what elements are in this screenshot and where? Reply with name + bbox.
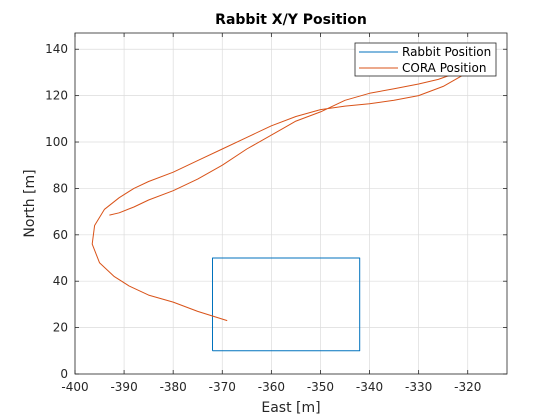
legend-label: CORA Position xyxy=(402,61,486,75)
y-tick-label: 100 xyxy=(45,135,68,149)
series-line-cora-position xyxy=(91,65,478,322)
plot-layer xyxy=(91,65,478,352)
legend-box xyxy=(354,42,497,77)
x-tick-label: -340 xyxy=(356,380,383,394)
y-tick-label: 60 xyxy=(53,228,68,242)
x-tick-label: -350 xyxy=(307,380,334,394)
axes-box xyxy=(74,32,508,375)
y-axis-label: North [m] xyxy=(22,169,38,237)
legend: Rabbit Position CORA Position xyxy=(354,42,497,77)
x-tick-label: -390 xyxy=(110,380,137,394)
y-tick-label: 140 xyxy=(45,42,68,56)
series-line-rabbit-position xyxy=(212,257,361,352)
y-tick-label: 0 xyxy=(60,367,68,381)
x-tick-label: -380 xyxy=(160,380,187,394)
legend-label: Rabbit Position xyxy=(402,45,491,59)
chart-title: Rabbit X/Y Position xyxy=(215,12,367,28)
x-tick-label: -360 xyxy=(258,380,285,394)
x-tick-label: -370 xyxy=(209,380,236,394)
y-tick-label: 20 xyxy=(53,321,68,335)
x-tick-label: -330 xyxy=(405,380,432,394)
y-tick-label: 40 xyxy=(53,274,68,288)
y-tick-label: 120 xyxy=(45,89,68,103)
ticks-layer: -400 -390 -380 -370 -360 -350 -340 -330 -320 0 20 4… xyxy=(45,33,507,394)
x-tick-label: -400 xyxy=(61,380,88,394)
y-tick-label: 80 xyxy=(53,181,68,195)
x-axis-label: East [m] xyxy=(261,400,320,416)
x-tick-label: -320 xyxy=(454,380,481,394)
